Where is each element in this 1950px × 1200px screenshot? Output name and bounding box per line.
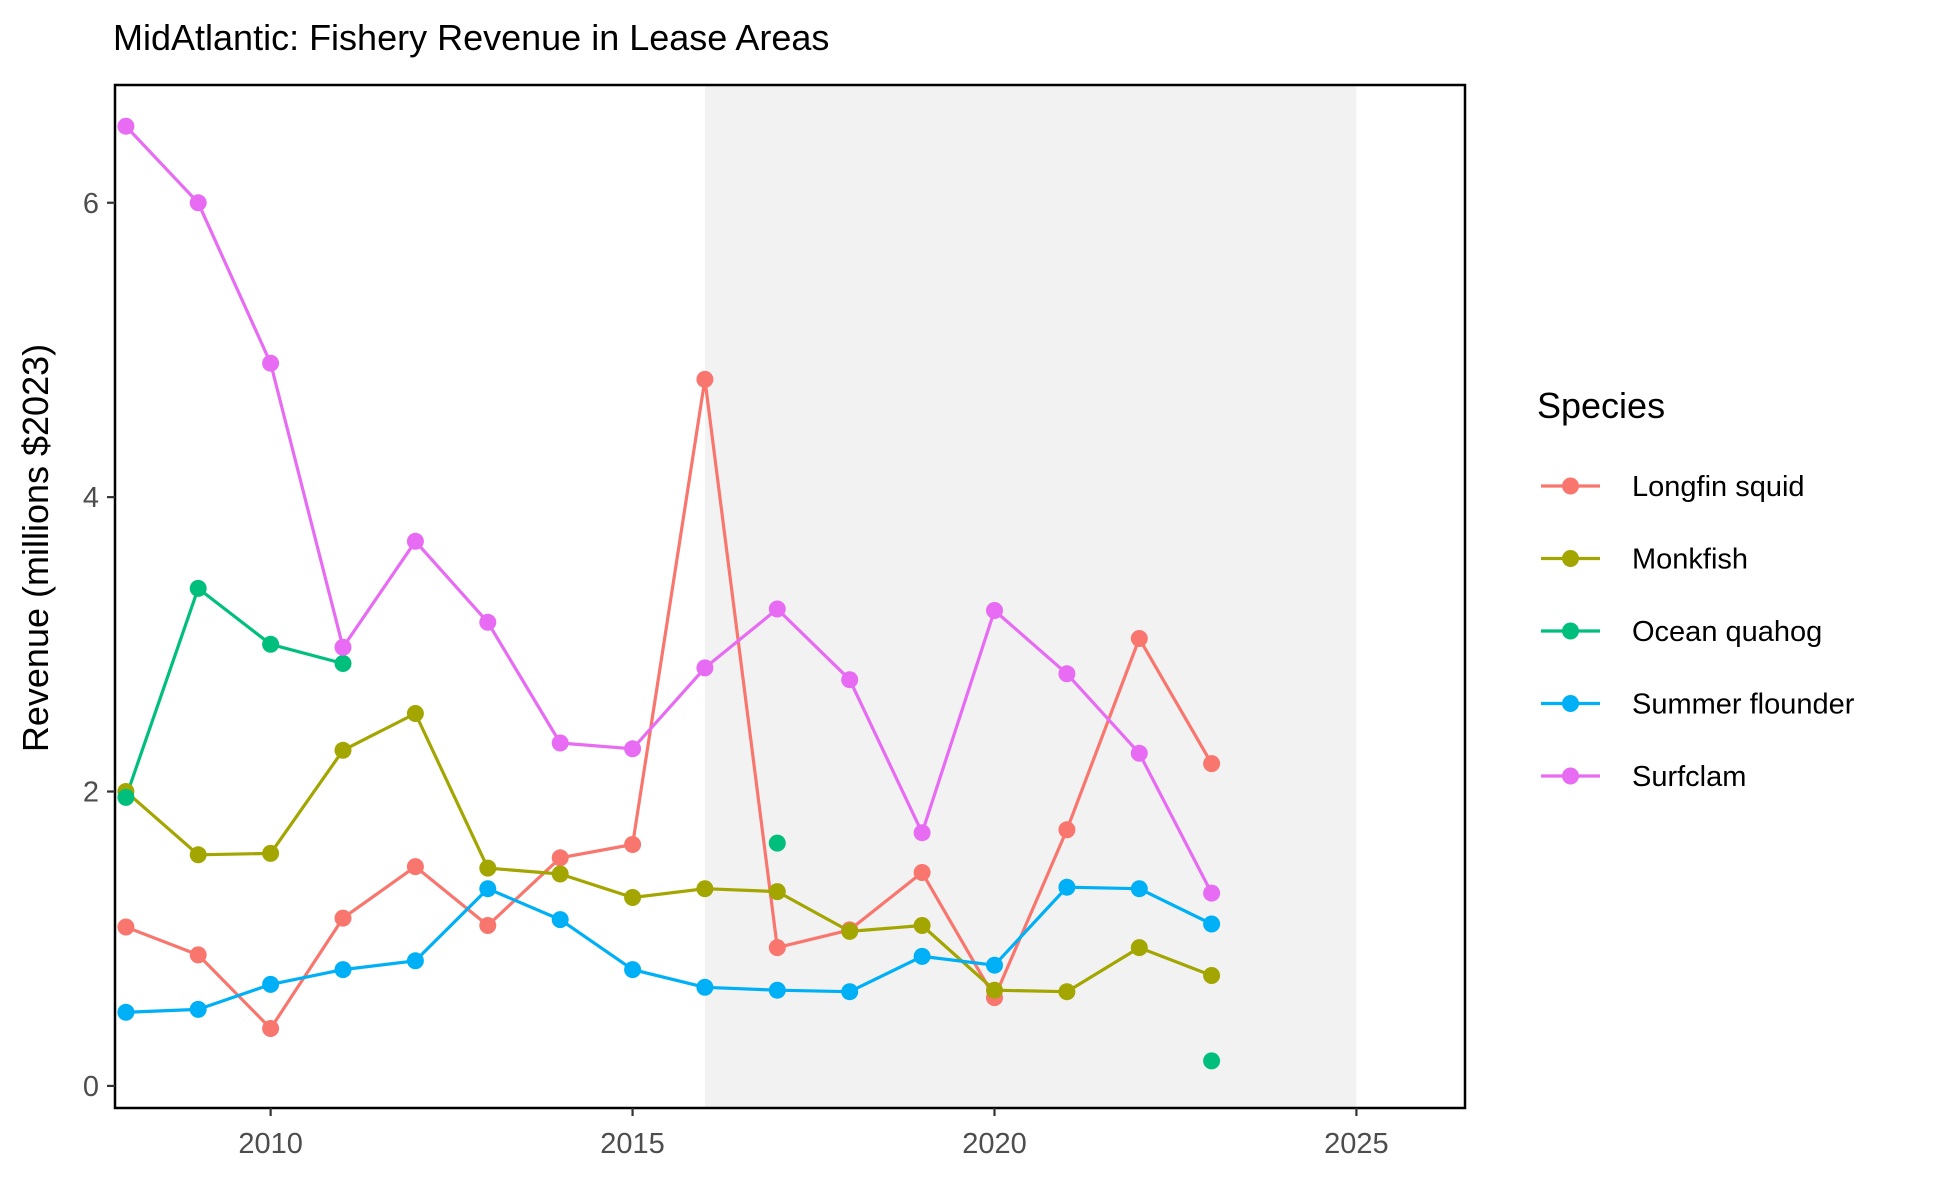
data-point-3-11 <box>913 947 931 965</box>
data-point-4-12 <box>986 602 1003 619</box>
data-point-3-10 <box>841 983 859 1001</box>
data-point-3-12 <box>986 956 1003 974</box>
y-axis-title: Revenue (millions $2023) <box>15 344 56 752</box>
data-point-0-4 <box>406 858 424 876</box>
data-point-3-15 <box>1203 915 1221 933</box>
data-point-3-8 <box>696 978 714 996</box>
data-point-4-0 <box>117 117 135 135</box>
data-point-4-9 <box>768 600 786 618</box>
data-point-3-3 <box>334 961 352 979</box>
data-point-1-4 <box>406 705 424 722</box>
data-point-2-0 <box>117 788 135 806</box>
data-point-3-14 <box>1130 880 1148 898</box>
x-tick-label-3: 2025 <box>1324 1128 1389 1160</box>
data-point-0-3 <box>334 909 352 927</box>
legend-key-point-1 <box>1562 550 1579 567</box>
legend-label-3: Summer flounder <box>1632 689 1855 721</box>
data-point-3-4 <box>406 952 424 970</box>
legend-key-point-3 <box>1562 695 1579 712</box>
legend-key-point-2 <box>1562 622 1579 640</box>
data-point-0-1 <box>189 946 207 964</box>
legend-key-point-4 <box>1562 767 1579 785</box>
y-tick-label-1: 2 <box>83 777 99 809</box>
data-point-3-2 <box>262 975 280 993</box>
data-point-1-2 <box>262 844 280 862</box>
data-point-3-7 <box>624 961 642 979</box>
data-point-1-10 <box>841 922 859 940</box>
data-point-4-11 <box>913 824 931 842</box>
data-point-3-5 <box>479 880 497 898</box>
legend: Species Longfin squid Monkfish Ocean quaho… <box>1537 385 1855 793</box>
legend-key-point-0 <box>1562 477 1579 495</box>
data-point-4-3 <box>334 638 352 656</box>
y-tick-label-2: 4 <box>83 482 99 514</box>
data-point-0-6 <box>551 849 569 867</box>
legend-title: Species <box>1537 385 1665 426</box>
data-point-4-4 <box>406 532 424 550</box>
data-point-4-14 <box>1130 744 1148 762</box>
data-point-3-0 <box>117 1003 135 1021</box>
data-point-1-3 <box>334 741 352 759</box>
data-point-0-14 <box>1130 630 1148 647</box>
shaded-region <box>704 85 1357 1108</box>
data-point-1-1 <box>189 846 207 864</box>
legend-label-2: Ocean quahog <box>1632 616 1822 648</box>
series-line-1-0 <box>124 711 1213 994</box>
x-tick-label-2: 2020 <box>962 1128 1027 1160</box>
legend-label-0: Longfin squid <box>1632 471 1805 503</box>
data-point-1-9 <box>768 883 786 901</box>
plot-area: 0 2 4 6 2010 2015 2020 2025 <box>83 83 1467 1160</box>
data-point-3-1 <box>189 1000 207 1018</box>
data-point-1-12 <box>986 981 1003 999</box>
series-line-2-0 <box>124 586 344 798</box>
data-point-0-8 <box>696 370 714 388</box>
data-point-4-6 <box>551 734 569 752</box>
x-tick-label-1: 2015 <box>600 1128 665 1160</box>
data-point-3-9 <box>768 981 786 999</box>
x-tick-label-0: 2010 <box>238 1128 303 1160</box>
data-point-1-5 <box>479 859 497 877</box>
legend-label-4: Surfclam <box>1632 761 1746 793</box>
data-point-0-0 <box>117 918 135 936</box>
data-point-0-13 <box>1058 821 1076 839</box>
data-point-0-11 <box>913 864 931 881</box>
data-point-4-13 <box>1058 665 1076 683</box>
data-point-4-8 <box>696 659 714 677</box>
data-point-1-8 <box>696 880 714 898</box>
y-tick-label-3: 6 <box>83 188 99 220</box>
legend-label-1: Monkfish <box>1632 544 1748 576</box>
series-line-0-0 <box>125 377 1213 1031</box>
data-point-0-9 <box>768 939 786 957</box>
data-point-2-3 <box>334 655 352 672</box>
y-tick-label-0: 0 <box>83 1071 99 1103</box>
data-point-2-1 <box>189 579 207 597</box>
data-point-4-5 <box>479 613 497 631</box>
data-point-1-14 <box>1130 939 1148 957</box>
data-point-2-5 <box>1203 1052 1221 1070</box>
series-line-3-0 <box>125 885 1213 1014</box>
data-point-2-4 <box>768 834 786 852</box>
data-point-3-13 <box>1058 878 1076 896</box>
data-point-0-15 <box>1203 755 1221 773</box>
data-point-4-2 <box>262 354 280 372</box>
data-point-1-7 <box>624 889 642 906</box>
panel-border <box>113 83 1467 1110</box>
data-point-4-10 <box>841 671 859 689</box>
data-point-4-7 <box>624 740 642 758</box>
data-point-0-5 <box>479 917 497 934</box>
data-point-2-2 <box>262 635 280 653</box>
data-point-4-1 <box>189 194 207 212</box>
data-point-3-6 <box>551 911 569 929</box>
data-point-1-15 <box>1203 967 1221 984</box>
data-point-1-13 <box>1058 983 1076 1001</box>
data-point-0-2 <box>262 1020 280 1037</box>
data-point-0-7 <box>624 836 642 853</box>
data-point-1-11 <box>913 917 931 934</box>
data-point-4-15 <box>1203 884 1221 902</box>
series-line-4-0 <box>124 125 1214 894</box>
chart-title: MidAtlantic: Fishery Revenue in Lease Ar… <box>113 17 829 58</box>
data-point-1-6 <box>551 865 569 883</box>
